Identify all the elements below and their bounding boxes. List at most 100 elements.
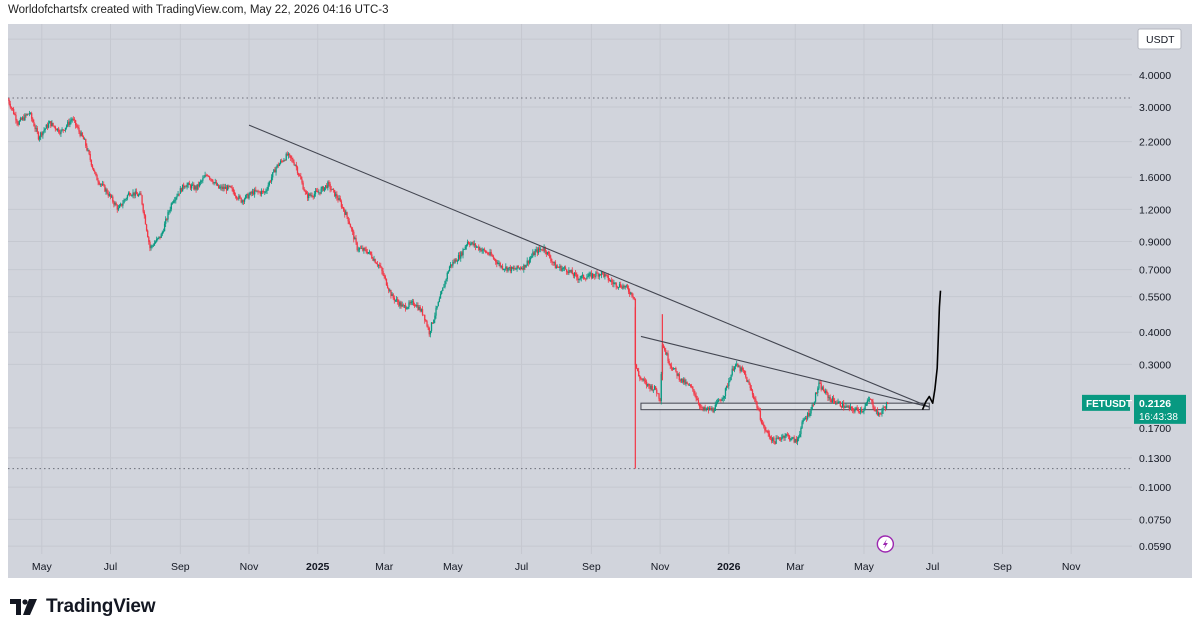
candle-body bbox=[87, 150, 89, 151]
candle-body bbox=[79, 131, 81, 136]
candle-body bbox=[350, 227, 353, 229]
candle-body bbox=[576, 274, 578, 278]
candle-body bbox=[305, 191, 308, 195]
candle-body bbox=[186, 184, 188, 188]
candle-body bbox=[760, 419, 763, 424]
candle-body bbox=[849, 406, 852, 410]
candle-body bbox=[78, 127, 80, 132]
candle-body bbox=[339, 198, 341, 202]
candle-body bbox=[766, 430, 768, 432]
candle-body bbox=[651, 385, 653, 391]
time-tick-label: Nov bbox=[240, 561, 259, 573]
candle-body bbox=[219, 187, 221, 189]
candle-body bbox=[481, 250, 483, 252]
candle-body bbox=[724, 388, 727, 396]
candle-body bbox=[841, 403, 844, 408]
candle-body bbox=[865, 403, 867, 406]
candle-body bbox=[124, 199, 126, 201]
candle-body bbox=[590, 273, 593, 278]
time-tick-label: 2026 bbox=[717, 561, 741, 573]
candle-body bbox=[237, 198, 239, 200]
candle-body bbox=[283, 160, 285, 162]
candle-body bbox=[187, 183, 189, 185]
candle-body bbox=[834, 400, 836, 404]
candle-body bbox=[16, 120, 18, 123]
candle-body bbox=[579, 278, 581, 280]
candle-body bbox=[871, 399, 873, 402]
candle-body bbox=[294, 164, 296, 166]
candle-body bbox=[623, 285, 625, 288]
candle-body bbox=[139, 193, 141, 195]
candle-body bbox=[545, 251, 548, 255]
candle-body bbox=[354, 238, 356, 240]
candle-body bbox=[670, 365, 673, 368]
candle-body bbox=[448, 266, 451, 272]
candle-body bbox=[561, 268, 563, 271]
candle-body bbox=[818, 382, 820, 389]
candle-body bbox=[312, 196, 314, 198]
candle-body bbox=[34, 126, 36, 129]
candle-body bbox=[549, 253, 551, 258]
candle-body bbox=[33, 121, 35, 127]
candle-body bbox=[864, 405, 866, 410]
candle-body bbox=[126, 195, 129, 199]
candle-body bbox=[624, 285, 626, 288]
candle-body bbox=[830, 399, 832, 403]
candle-body bbox=[403, 305, 406, 307]
time-axis: May Jul Sep Nov 2025 Mar May Jul Sep Nov 2026 Mar Ma… bbox=[32, 561, 1081, 573]
candle-body bbox=[65, 125, 68, 128]
candle-body bbox=[461, 252, 463, 256]
candle-body bbox=[832, 397, 835, 401]
candle-body bbox=[799, 434, 801, 437]
price-tick-label: 0.9000 bbox=[1139, 237, 1171, 249]
candle-body bbox=[133, 192, 135, 196]
candle-body bbox=[528, 259, 531, 264]
candle-body bbox=[879, 412, 881, 414]
candle-body bbox=[455, 259, 457, 262]
candle-body bbox=[721, 399, 723, 401]
candle-body bbox=[385, 278, 388, 286]
candle-body bbox=[366, 251, 368, 254]
price-axis: 5.50004.00003.00002.20001.60001.20000.90… bbox=[1082, 28, 1186, 553]
trendline bbox=[248, 124, 930, 408]
candle-body bbox=[720, 400, 722, 402]
candle-body bbox=[727, 385, 729, 387]
candle-body bbox=[751, 390, 754, 395]
candle-body bbox=[370, 251, 372, 255]
candle-body bbox=[185, 186, 187, 188]
candle-body bbox=[346, 212, 348, 217]
overlay bbox=[876, 535, 895, 553]
candle-body bbox=[245, 195, 247, 199]
candle-body bbox=[158, 236, 160, 238]
candle-body bbox=[644, 380, 647, 382]
time-tick-label: Sep bbox=[171, 561, 190, 573]
candle-body bbox=[238, 195, 240, 199]
candle-body bbox=[268, 181, 270, 186]
candle-body bbox=[705, 408, 707, 410]
candle-body bbox=[597, 273, 599, 277]
currency-box bbox=[1137, 28, 1182, 50]
candle-body bbox=[786, 434, 789, 436]
trendline bbox=[640, 335, 930, 408]
chart-panel[interactable]: 5.50004.00003.00002.20001.60001.20000.90… bbox=[7, 24, 1192, 578]
price-chart[interactable]: 5.50004.00003.00002.20001.60001.20000.90… bbox=[7, 24, 1192, 578]
candle-body bbox=[90, 159, 93, 166]
candle-body bbox=[149, 241, 151, 249]
candle-body bbox=[486, 252, 488, 254]
candle-body bbox=[768, 433, 771, 437]
candle-body bbox=[259, 191, 261, 195]
candle-body bbox=[536, 249, 539, 254]
candle-body bbox=[499, 263, 501, 267]
candle-body bbox=[277, 164, 280, 166]
candle-body bbox=[327, 181, 329, 188]
candle-body bbox=[321, 186, 323, 189]
candle-body bbox=[254, 189, 256, 195]
candle-body bbox=[616, 286, 619, 288]
footer: TradingView bbox=[10, 594, 156, 620]
candle-body bbox=[868, 398, 871, 400]
candle-body bbox=[240, 197, 242, 203]
candle-body bbox=[782, 435, 784, 438]
candle-body bbox=[857, 408, 860, 412]
candle-body bbox=[791, 437, 793, 440]
candle-body bbox=[252, 191, 255, 195]
